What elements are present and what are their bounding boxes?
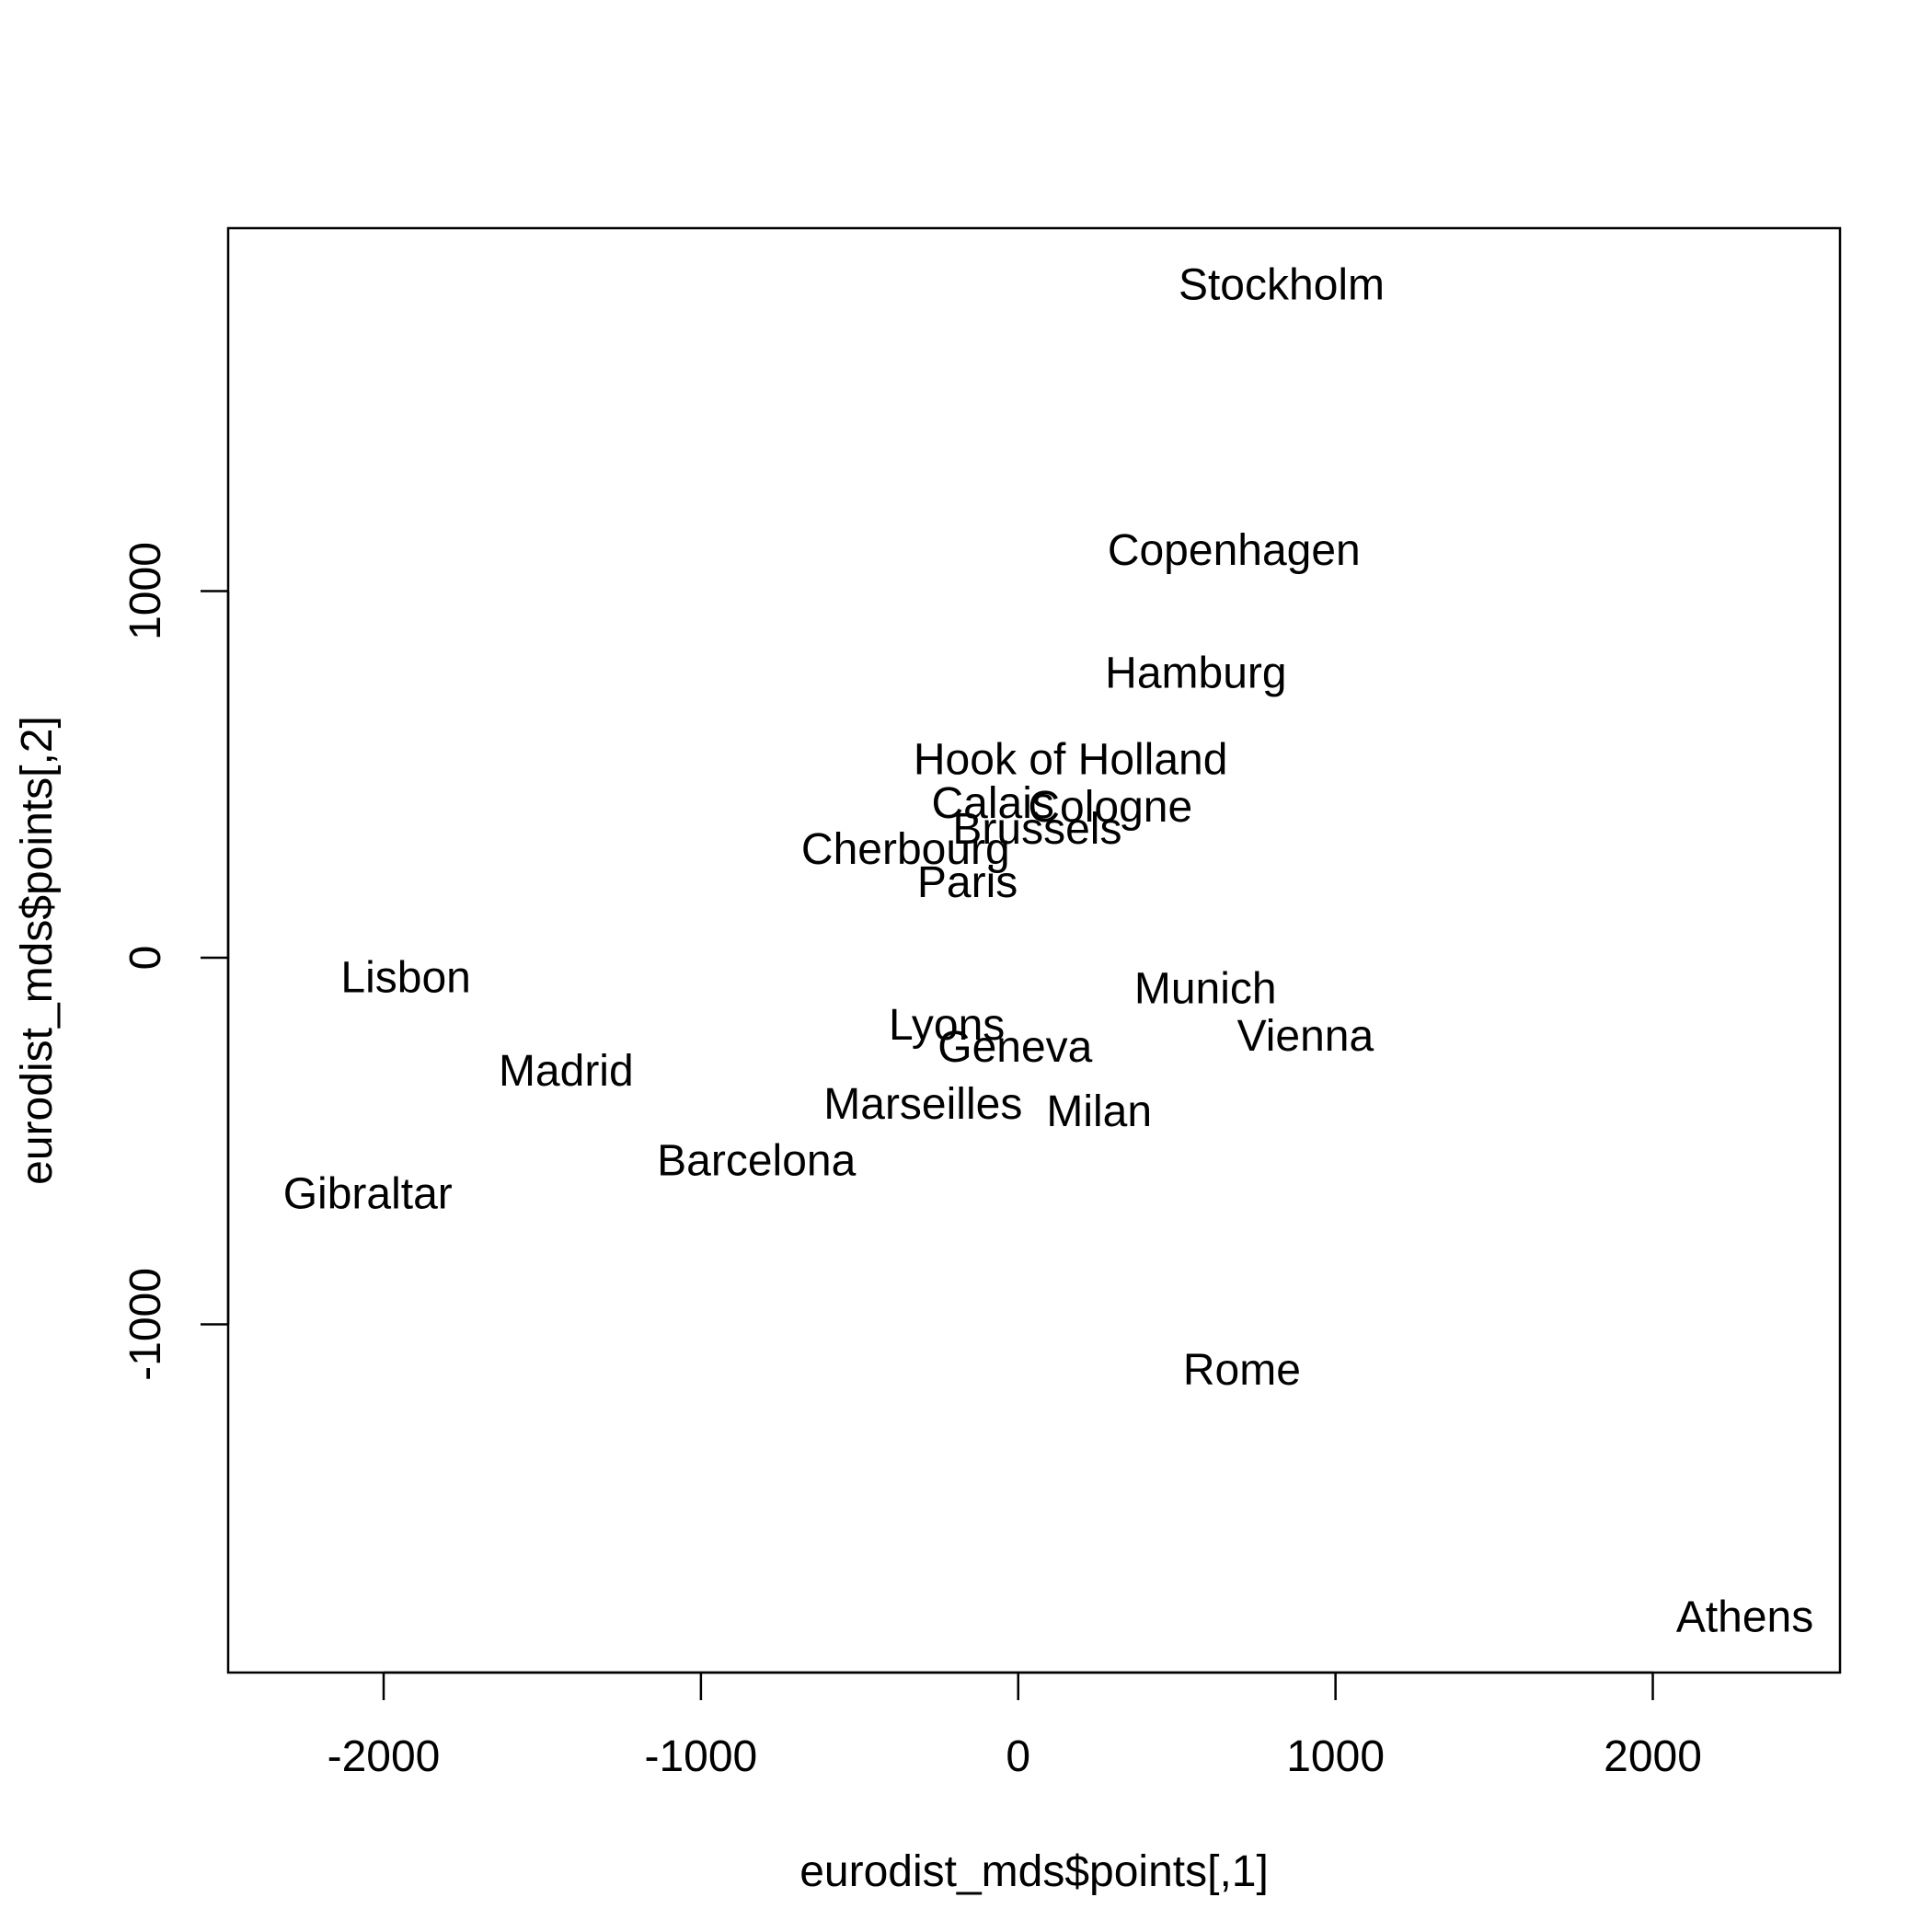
point-label: Lisbon bbox=[340, 953, 470, 1002]
point-label: Lyons bbox=[889, 1001, 1005, 1050]
point-label: Hook of Holland bbox=[914, 735, 1228, 784]
y-tick-label: -1000 bbox=[121, 1268, 170, 1381]
point-label: Gibraltar bbox=[283, 1169, 453, 1218]
point-label: Vienna bbox=[1237, 1012, 1374, 1061]
plot-frame bbox=[226, 226, 1842, 1674]
y-axis-title: eurodist_mds$points[,2] bbox=[13, 716, 62, 1185]
point-label: Hamburg bbox=[1105, 650, 1286, 698]
point-label: Cherbourg bbox=[801, 825, 1010, 874]
point-label: Brussels bbox=[952, 805, 1121, 854]
y-tick-label: 0 bbox=[121, 946, 170, 971]
point-label: Stockholm bbox=[1179, 260, 1385, 309]
x-axis-title: eurodist_mds$points[,1] bbox=[799, 1847, 1269, 1896]
y-tick-label: 1000 bbox=[121, 542, 170, 640]
point-label: Milan bbox=[1046, 1087, 1152, 1136]
point-label: Copenhagen bbox=[1108, 526, 1361, 575]
point-label: Marseilles bbox=[823, 1080, 1022, 1129]
point-label: Madrid bbox=[499, 1047, 634, 1096]
point-label: Calais bbox=[931, 779, 1053, 828]
x-axis: -2000 -1000 0 1000 2000 bbox=[328, 1671, 1702, 1781]
x-tick-label: 2000 bbox=[1604, 1732, 1702, 1781]
point-label: Munich bbox=[1134, 964, 1277, 1013]
x-tick-label: 1000 bbox=[1286, 1732, 1385, 1781]
point-label: Barcelona bbox=[657, 1137, 856, 1186]
point-label: Athens bbox=[1676, 1593, 1813, 1642]
x-tick-label: -2000 bbox=[328, 1732, 441, 1781]
y-axis: -1000 0 1000 bbox=[121, 542, 230, 1381]
point-label: Rome bbox=[1183, 1346, 1301, 1395]
x-tick-label: 0 bbox=[1006, 1732, 1030, 1781]
point-label: Cologne bbox=[1028, 783, 1192, 832]
point-label: Paris bbox=[917, 858, 1018, 907]
x-tick-label: -1000 bbox=[644, 1732, 757, 1781]
point-label: Geneva bbox=[937, 1023, 1092, 1072]
